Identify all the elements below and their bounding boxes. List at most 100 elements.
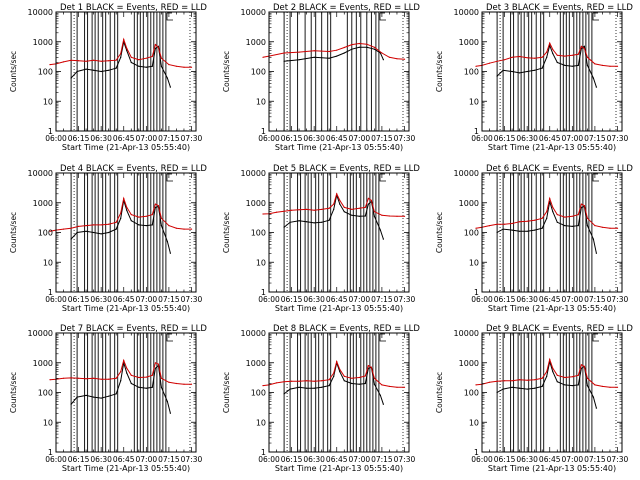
events-point bbox=[85, 394, 87, 396]
x-tick-label: 07:15 bbox=[371, 134, 393, 143]
lld-point bbox=[70, 227, 72, 229]
flag-mark bbox=[166, 173, 173, 182]
lld-point bbox=[190, 383, 193, 385]
lld-point bbox=[534, 379, 536, 381]
x-tick-label: 06:15 bbox=[281, 134, 303, 143]
y-tick-label: 100 bbox=[251, 229, 266, 238]
flag-mark bbox=[592, 12, 599, 21]
y-tick-label: 1000 bbox=[246, 38, 266, 47]
lld-point bbox=[154, 203, 156, 205]
x-tick-label: 06:45 bbox=[113, 295, 135, 304]
events-point bbox=[289, 388, 291, 390]
lld-point bbox=[306, 208, 308, 210]
x-tick-label: 07:15 bbox=[371, 295, 393, 304]
events-point bbox=[571, 385, 573, 387]
lld-point bbox=[78, 225, 80, 227]
events-point bbox=[298, 386, 300, 388]
x-tick-label: 06:15 bbox=[68, 295, 90, 304]
events-point bbox=[552, 53, 554, 55]
lld-point bbox=[370, 199, 372, 201]
events-point bbox=[534, 229, 536, 231]
events-point bbox=[283, 60, 285, 62]
lld-point bbox=[388, 56, 390, 58]
lld-point bbox=[154, 44, 156, 46]
events-point bbox=[511, 386, 513, 388]
events-point bbox=[351, 48, 353, 50]
x-tick-label: 07:30 bbox=[394, 455, 416, 464]
y-tick-label: 1 bbox=[261, 288, 266, 297]
x-axis-label: Start Time (21-Apr-13 05:55:40) bbox=[275, 464, 403, 473]
events-series-line bbox=[283, 193, 384, 240]
lld-series-line bbox=[475, 357, 618, 388]
lld-point bbox=[373, 377, 375, 379]
lld-point bbox=[549, 358, 551, 360]
lld-point bbox=[488, 225, 491, 227]
events-point bbox=[373, 215, 375, 217]
x-tick-label: 06:30 bbox=[90, 134, 112, 143]
x-tick-label: 07:15 bbox=[158, 134, 180, 143]
events-point bbox=[138, 386, 140, 388]
x-tick-label: 06:30 bbox=[516, 134, 538, 143]
lld-point bbox=[190, 66, 193, 68]
lld-point bbox=[504, 59, 506, 61]
lld-point bbox=[351, 377, 353, 379]
events-point bbox=[546, 217, 548, 219]
y-axis-label: Counts/sec bbox=[435, 372, 444, 413]
x-tick-label: 07:15 bbox=[158, 455, 180, 464]
lld-point bbox=[388, 215, 390, 217]
events-point bbox=[154, 367, 156, 369]
events-point bbox=[120, 217, 122, 219]
events-point bbox=[564, 64, 566, 66]
lld-point bbox=[616, 65, 619, 67]
lld-point bbox=[49, 230, 51, 232]
y-tick-label: 10 bbox=[43, 258, 53, 267]
y-axis-label: Counts/sec bbox=[222, 212, 231, 253]
lld-point bbox=[160, 377, 162, 379]
lld-point bbox=[556, 214, 558, 216]
lld-point bbox=[328, 207, 330, 209]
y-axis-label: Counts/sec bbox=[9, 212, 18, 253]
events-point bbox=[373, 48, 375, 50]
lld-point bbox=[358, 42, 360, 45]
events-point bbox=[519, 72, 521, 74]
events-point bbox=[351, 382, 353, 385]
lld-point bbox=[262, 385, 264, 387]
events-point bbox=[556, 381, 558, 383]
lld-point bbox=[100, 60, 102, 62]
lld-point bbox=[475, 227, 477, 229]
events-point bbox=[120, 380, 122, 382]
y-tick-label: 1 bbox=[474, 448, 479, 457]
lld-point bbox=[183, 383, 185, 385]
lld-point bbox=[138, 376, 140, 379]
events-point bbox=[586, 225, 589, 227]
events-point bbox=[541, 67, 543, 69]
events-point bbox=[358, 383, 360, 385]
events-point bbox=[333, 208, 335, 210]
lld-point bbox=[609, 386, 611, 388]
x-tick-label: 07:15 bbox=[584, 134, 606, 143]
lld-point bbox=[328, 379, 330, 381]
lld-series-line bbox=[262, 42, 405, 60]
events-point bbox=[556, 221, 558, 223]
lld-point bbox=[403, 58, 406, 60]
events-point bbox=[333, 375, 335, 377]
lld-point bbox=[534, 57, 536, 59]
events-point bbox=[358, 215, 360, 217]
lld-point bbox=[358, 207, 360, 209]
lld-point bbox=[298, 380, 300, 382]
x-tick-label: 07:15 bbox=[371, 455, 393, 464]
panel-title: Det 1 BLACK = Events, RED = LLD bbox=[60, 3, 207, 13]
events-point bbox=[526, 388, 528, 390]
lld-point bbox=[609, 65, 611, 67]
lld-point bbox=[577, 374, 579, 376]
events-point bbox=[343, 211, 345, 213]
lld-point bbox=[571, 376, 573, 378]
events-point bbox=[511, 229, 513, 231]
events-point bbox=[364, 215, 366, 217]
lld-point bbox=[138, 59, 140, 61]
y-tick-label: 100 bbox=[251, 68, 266, 77]
x-axis-label: Start Time (21-Apr-13 05:55:40) bbox=[62, 143, 190, 152]
events-point bbox=[126, 372, 128, 374]
events-point bbox=[526, 230, 528, 232]
lld-point bbox=[504, 223, 506, 225]
